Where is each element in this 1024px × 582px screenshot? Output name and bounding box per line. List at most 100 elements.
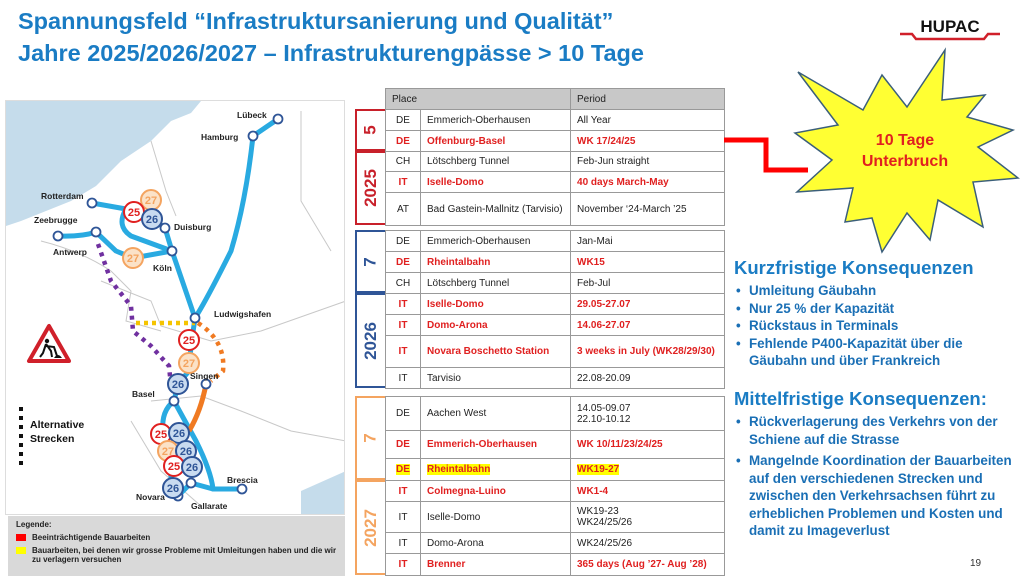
period-cell: 3 weeks in July (WK28/29/30) [570, 335, 725, 368]
place-cell: Brenner [420, 553, 571, 576]
place-cell: Emmerich-Oberhausen [419, 109, 572, 131]
place-cell: Domo-Arona [420, 314, 571, 336]
table-row: CH Lötschberg Tunnel Feb-Jun straight [385, 151, 726, 172]
svg-text:25: 25 [168, 461, 180, 473]
country-cell: IT [385, 171, 421, 193]
list-item: Fehlende P400-Kapazität über die Gäubahn… [734, 335, 1014, 370]
city-label: Brescia [227, 475, 258, 485]
list-item: Rückverlagerung des Verkehrs von der Sch… [734, 413, 1019, 448]
page-number: 19 [970, 558, 982, 569]
legend-item: Bauarbeiten, bei denen wir grosse Proble… [16, 546, 337, 564]
year-badge-27: 27 [122, 247, 144, 269]
list-item: Rückstaus in Terminals [734, 317, 1014, 335]
country-cell: DE [385, 430, 421, 459]
list-item: Nur 25 % der Kapazität [734, 300, 1014, 318]
place-cell: Colmegna-Luino [420, 480, 571, 502]
country-cell: CH [385, 272, 421, 294]
place-cell: Emmerich-Oberhausen [420, 230, 571, 252]
slide-title-line2: Jahre 2025/2026/2027 – Infrastrukturengp… [18, 40, 644, 66]
period-cell: Feb-Jun straight [570, 151, 726, 172]
callout-star: 10 Tage Unterbruch [724, 47, 1020, 254]
table-row: DE Offenburg-Basel WK 17/24/25 [385, 130, 726, 152]
table-row: IT Brenner 365 days (Aug ’27- Aug ’28) [385, 553, 725, 576]
country-cell: IT [385, 293, 421, 315]
map-legend: Legende: Beeinträchtigende Bauarbeiten B… [8, 516, 345, 576]
slide-title-line1: Spannungsfeld “Infrastruktursanierung un… [18, 8, 614, 34]
list-item: Umleitung Gäubahn [734, 282, 1014, 300]
place-cell: Iselle-Domo [420, 293, 571, 315]
svg-text:27: 27 [162, 446, 174, 458]
place-cell: Emmerich-Oberhausen [420, 430, 571, 459]
short-term-section: Kurzfristige Konsequenzen Umleitung Gäub… [734, 257, 1014, 370]
table-row: DE Aachen West 14.05-09.07 22.10-10.12 [385, 396, 725, 431]
year-badge-27: 27 [178, 352, 200, 374]
country-cell: AT [385, 192, 421, 226]
year-label: 2026 [355, 293, 385, 388]
table-header: Place Period [384, 88, 726, 110]
period-cell: 14.05-09.07 22.10-10.12 [570, 396, 725, 431]
year-badge-26: 26 [167, 373, 189, 395]
period-cell: WK 10/11/23/24/25 [570, 430, 725, 459]
year-badge-25: 25 [178, 329, 200, 351]
place-cell: Aachen West [420, 396, 571, 431]
country-cell: IT [385, 335, 421, 368]
place-cell: Bad Gastein-Mallnitz (Tarvisio) [419, 192, 572, 226]
country-cell: IT [385, 480, 421, 502]
svg-text:27: 27 [127, 253, 139, 265]
table-row: AT Bad Gastein-Mallnitz (Tarvisio) Novem… [385, 192, 726, 226]
place-cell: Tarvisio [420, 367, 571, 389]
svg-text:27: 27 [183, 358, 195, 370]
period-cell: WK 17/24/25 [570, 130, 726, 152]
country-cell: DE [385, 396, 421, 431]
table-row: IT Tarvisio 22.08-20.09 [385, 367, 725, 389]
country-cell: DE [385, 230, 421, 252]
table-row: IT Iselle-Domo 29.05-27.07 [385, 293, 725, 315]
table-row: IT Domo-Arona 14.06-27.07 [385, 314, 725, 336]
rail-network-map: Lübeck Hamburg Rotterdam Zeebrugge Antwe… [5, 100, 345, 515]
svg-text:26: 26 [180, 446, 192, 458]
legend-item: Beeinträchtigende Bauarbeiten [16, 533, 337, 542]
list-item: Mangelnde Koordination der Bauarbeiten a… [734, 452, 1019, 540]
year-badge-25: 25 [163, 455, 185, 477]
closure-count-label: 7 [355, 230, 385, 293]
legend-swatch-yellow [16, 547, 26, 554]
hupac-logo: HUPAC [900, 17, 1000, 41]
year-badge-26: 26 [162, 477, 184, 499]
place-cell: Rheintalbahn [420, 251, 571, 273]
alt-routes-label: Strecken [30, 433, 74, 445]
country-cell: CH [385, 151, 421, 172]
callout-line2: Unterbruch [862, 153, 948, 170]
mid-term-section: Mittelfristige Konsequenzen: Rückverlage… [734, 388, 1019, 540]
place-cell: Iselle-Domo [419, 171, 572, 193]
country-cell: IT [385, 532, 421, 554]
period-cell: 365 days (Aug ’27- Aug ’28) [570, 553, 725, 576]
year-badge-25: 25 [123, 201, 145, 223]
svg-text:25: 25 [183, 335, 195, 347]
year-badge-26: 26 [141, 208, 163, 230]
svg-text:25: 25 [128, 207, 140, 219]
svg-text:26: 26 [167, 483, 179, 495]
period-cell: All Year [570, 109, 726, 131]
closure-count-label: 5 [355, 109, 385, 151]
period-cell: WK19-23 WK24/25/26 [570, 501, 725, 533]
svg-text:25: 25 [155, 429, 167, 441]
table-row: IT Novara Boschetto Station 3 weeks in J… [385, 335, 725, 368]
table-row: DE Rheintalbahn WK15 [385, 251, 725, 273]
table-row: IT Iselle-Domo WK19-23 WK24/25/26 [385, 501, 725, 533]
table-row: DE Emmerich-Oberhausen Jan-Mai [385, 230, 725, 252]
table-row: DE Emmerich-Oberhausen WK 10/11/23/24/25 [385, 430, 725, 459]
year-badge-26: 26 [181, 456, 203, 478]
table-row: DE Emmerich-Oberhausen All Year [385, 109, 726, 131]
period-cell: 22.08-20.09 [570, 367, 725, 389]
svg-text:26: 26 [186, 462, 198, 474]
table-row: IT Iselle-Domo 40 days March-May [385, 171, 726, 193]
year-label: 2025 [355, 151, 385, 225]
table-row: IT Colmegna-Luino WK1-4 [385, 480, 725, 502]
city-label: Duisburg [174, 222, 211, 232]
period-cell: Jan-Mai [570, 230, 725, 252]
country-cell: IT [385, 314, 421, 336]
period-cell: WK19-27 [570, 458, 725, 481]
place-cell: Novara Boschetto Station [420, 335, 571, 368]
svg-text:27: 27 [145, 195, 157, 207]
closures-table-2025: Place Period DE Emmerich-Oberhausen All Y… [384, 88, 726, 226]
